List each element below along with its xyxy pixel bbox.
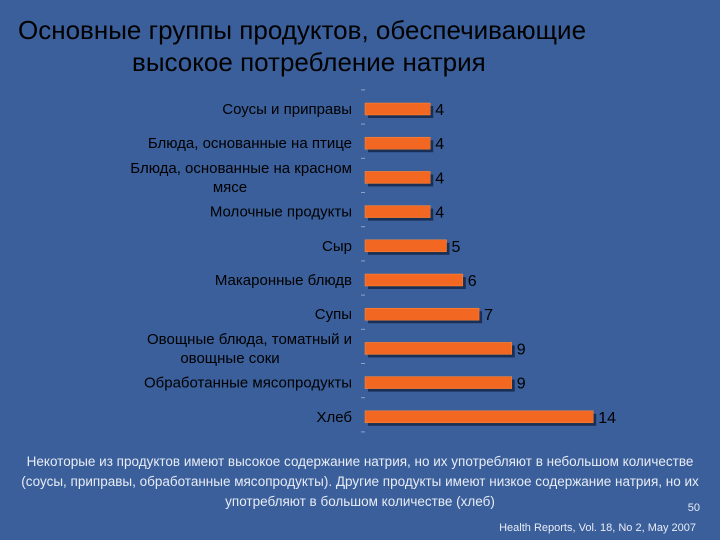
category-label: Супы [315, 306, 352, 323]
page-number: 50 [687, 502, 700, 514]
bar [364, 239, 447, 253]
bar-value-label: 5 [452, 239, 461, 256]
category-label: мясе [213, 179, 247, 196]
category-label: Блюда, основанные на красном [130, 160, 352, 177]
title-line-1: Основные группы продуктов, обеспечивающи… [18, 15, 587, 45]
bar-value-label: 4 [435, 205, 444, 222]
bar-value-label: 4 [435, 136, 444, 153]
category-label: Хлеб [316, 409, 352, 426]
bar [364, 342, 512, 355]
bar [364, 273, 464, 287]
bar [364, 102, 431, 116]
bar [364, 205, 431, 218]
bar-value-label: 7 [484, 307, 493, 324]
bar [364, 376, 512, 389]
category-label: Овощные блюда, томатный и [147, 331, 352, 348]
bar-value-label: 14 [598, 410, 616, 427]
bar [364, 136, 431, 150]
category-label: Молочные продукты [210, 204, 352, 221]
caption-text: Некоторые из продуктов имеют высокое сод… [21, 454, 699, 509]
bar-value-label: 9 [517, 341, 526, 358]
category-label: овощные соки [180, 350, 279, 367]
bar [364, 307, 480, 321]
bar [364, 171, 431, 184]
source-citation: Health Reports, Vol. 18, No 2, May 2007 [499, 522, 696, 534]
bar-value-label: 9 [517, 376, 526, 393]
category-label: Сыр [322, 238, 352, 255]
title-line-2: высокое потребление натрия [132, 47, 486, 77]
bar [364, 410, 594, 424]
category-label: Блюда, основанные на птице [148, 135, 352, 152]
bar-value-label: 4 [435, 102, 444, 119]
category-label: Соусы и приправы [222, 101, 352, 118]
bar-value-label: 4 [435, 170, 444, 187]
category-label: Обработанные мясопродукты [144, 375, 352, 392]
category-label: Макаронные блюдв [215, 272, 352, 289]
bar-value-label: 6 [468, 273, 477, 290]
page-title: Основные группы продуктов, обеспечивающи… [0, 14, 720, 78]
